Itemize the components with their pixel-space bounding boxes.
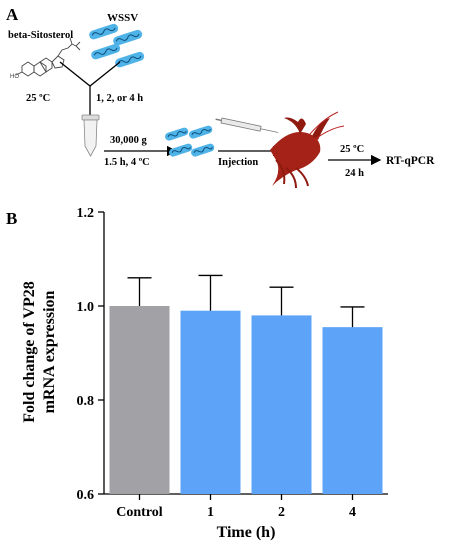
y-axis-label-line2: mRNA expression: [41, 290, 58, 413]
virus-particles-icon: [165, 125, 215, 157]
x-tick-label: 4: [349, 505, 356, 520]
merge-connector: [59, 61, 121, 120]
molecule-structure-icon: HO: [10, 37, 81, 80]
x-tick-label: 1: [207, 505, 214, 520]
post-temp: 25 ºC: [340, 144, 364, 155]
syringe-icon: [215, 117, 279, 133]
crayfish-icon: [270, 111, 345, 189]
y-axis-label-line1: Fold change of VP28: [21, 281, 38, 422]
x-tick-label: Control: [116, 505, 163, 520]
y-tick-label: 0.8: [77, 394, 95, 409]
post-time: 24 h: [345, 168, 364, 179]
virus-particles-icon: [89, 23, 145, 68]
x-tick-label: 2: [278, 505, 285, 520]
panel-a-label: A: [6, 5, 19, 24]
svg-text:HO: HO: [10, 74, 19, 80]
injection-label: Injection: [218, 157, 258, 168]
panel-b-label: B: [6, 209, 17, 228]
y-tick-label: 1.2: [77, 206, 95, 221]
x-axis-label: Time (h): [217, 524, 276, 541]
bar-2: [251, 315, 312, 494]
bar-Control: [109, 306, 170, 494]
bar-1: [180, 310, 241, 494]
incubation-temp: 25 ºC: [26, 93, 50, 104]
centrifuge-conditions: 1.5 h, 4 ºC: [104, 157, 150, 168]
assay-label: RT-qPCR: [386, 155, 435, 167]
virus-label: WSSV: [107, 12, 138, 24]
centrifuge-speed: 30,000 g: [110, 135, 148, 146]
y-tick-label: 1.0: [77, 300, 95, 315]
centrifuge-tube-icon: [81, 114, 100, 157]
y-tick-label: 0.6: [77, 488, 95, 503]
compound-label: beta-Sitosterol: [8, 30, 73, 41]
bar-4: [322, 327, 383, 494]
incubation-time: 1, 2, or 4 h: [96, 93, 143, 104]
